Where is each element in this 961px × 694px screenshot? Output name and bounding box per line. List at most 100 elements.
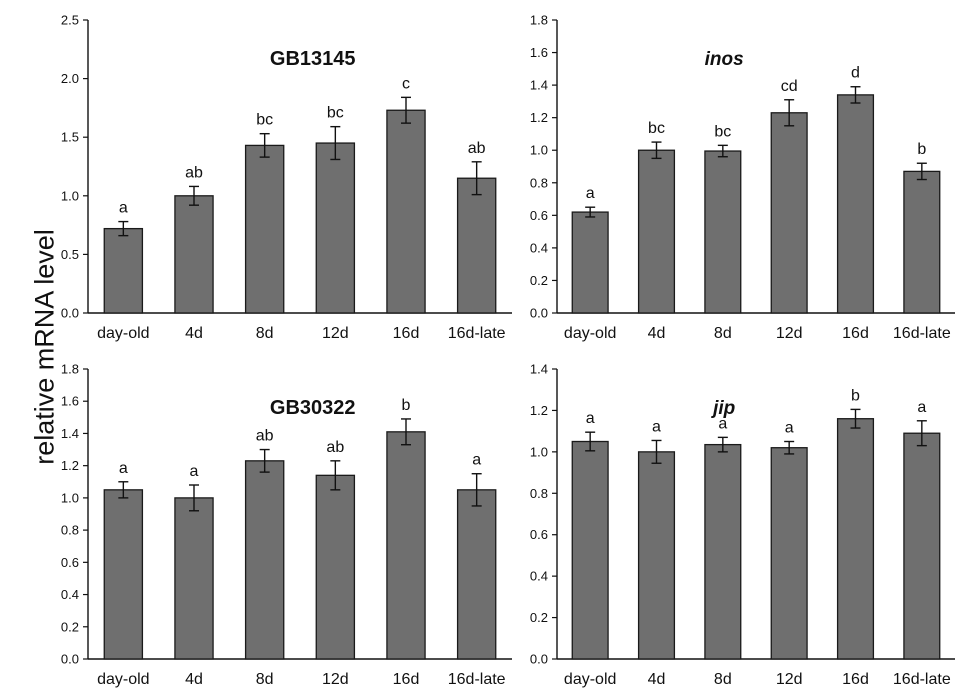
y-tick-label: 1.6	[530, 45, 548, 60]
significance-letter: a	[652, 418, 661, 435]
y-tick-label: 1.8	[530, 13, 548, 28]
x-tick-label: day-old	[564, 671, 616, 688]
bar-8d	[244, 144, 285, 314]
y-tick-label: 1.2	[530, 110, 548, 125]
y-tick-label: 0.0	[530, 306, 548, 321]
significance-letter: bc	[327, 105, 344, 122]
significance-letter: c	[402, 75, 410, 92]
x-tick-label: day-old	[564, 325, 616, 342]
bar-4d	[174, 497, 214, 660]
significance-letter: b	[851, 387, 860, 404]
x-tick-label: 16d	[842, 325, 869, 342]
y-tick-label: 0.0	[61, 306, 79, 321]
bar-16d	[836, 94, 875, 314]
x-tick-label: 8d	[256, 325, 274, 342]
significance-letter: a	[119, 460, 128, 477]
x-tick-label: 16d-late	[448, 325, 506, 342]
y-tick-label: 2.5	[61, 13, 79, 28]
y-tick-label: 0.0	[530, 652, 548, 667]
bar-day-old	[571, 211, 609, 314]
bar-day-old	[103, 489, 144, 660]
x-tick-label: 8d	[256, 671, 274, 688]
y-tick-label: 1.4	[61, 426, 79, 441]
bar-12d	[315, 142, 356, 314]
x-tick-label: 4d	[185, 671, 203, 688]
x-tick-label: 16d	[393, 325, 420, 342]
y-tick-label: 0.0	[61, 652, 79, 667]
x-tick-label: 16d-late	[893, 325, 951, 342]
significance-letter: a	[718, 415, 727, 432]
y-tick-label: 1.4	[530, 362, 548, 377]
x-tick-label: 8d	[714, 325, 732, 342]
bar-day-old	[103, 227, 144, 314]
bar-16d	[836, 418, 875, 660]
significance-letter: b	[917, 141, 926, 158]
significance-letter: a	[917, 399, 926, 416]
y-tick-label: 1.2	[61, 458, 79, 473]
x-tick-label: 16d-late	[893, 671, 951, 688]
bar-8d	[244, 460, 285, 660]
y-tick-label: 0.8	[530, 486, 548, 501]
chart-title: GB13145	[270, 48, 356, 70]
chart-panel-2: 0.00.20.40.60.81.01.21.41.61.8aday-oldbc…	[530, 13, 955, 342]
bar-4d	[174, 195, 214, 314]
significance-letter: cd	[781, 78, 798, 95]
x-tick-label: day-old	[97, 671, 149, 688]
significance-letter: a	[119, 200, 128, 217]
y-tick-label: 0.6	[530, 208, 548, 223]
chart-title: inos	[705, 49, 744, 70]
significance-letter: bc	[714, 123, 731, 140]
significance-letter: d	[851, 65, 860, 82]
x-tick-label: 12d	[776, 671, 803, 688]
y-tick-label: 1.4	[530, 78, 548, 93]
significance-letter: a	[190, 463, 199, 480]
y-tick-label: 0.6	[61, 555, 79, 570]
y-tick-label: 1.0	[530, 444, 548, 459]
y-tick-label: 0.4	[61, 587, 79, 602]
bar-12d	[770, 447, 808, 660]
x-tick-label: 12d	[776, 325, 803, 342]
bar-16d-late	[456, 489, 497, 660]
bar-16d-late	[903, 170, 941, 314]
significance-letter: bc	[256, 112, 273, 129]
bar-4d	[637, 451, 676, 660]
y-tick-label: 1.0	[530, 143, 548, 158]
x-tick-label: 16d	[842, 671, 869, 688]
bar-16d	[386, 109, 426, 314]
chart-title: GB30322	[270, 397, 356, 419]
significance-letter: a	[586, 410, 595, 427]
x-tick-label: 8d	[714, 671, 732, 688]
chart-title: jip	[710, 398, 735, 419]
y-tick-label: 2.0	[61, 71, 79, 86]
y-tick-label: 1.8	[61, 362, 79, 377]
x-tick-label: 4d	[648, 325, 666, 342]
x-tick-label: 16d	[393, 671, 420, 688]
x-tick-label: 16d-late	[448, 671, 506, 688]
chart-panel-3: 0.0 0.2 0.4 0.6 0.8 1.0 1.2 1.4 1.6 1.8 a day-old a 4…	[61, 362, 512, 688]
y-tick-label: 0.2	[61, 619, 79, 634]
y-tick-label: 0.4	[530, 240, 548, 255]
x-tick-label: day-old	[97, 325, 149, 342]
y-tick-label: 0.8	[61, 523, 79, 538]
x-tick-label: 4d	[185, 325, 203, 342]
chart-panel-1: 0.0 0.5 1.0 1.5 2.0 2.5 a day-old ab 4d bc 8d bc 12d c…	[61, 13, 512, 342]
significance-letter: ab	[468, 140, 486, 157]
x-tick-label: 12d	[322, 325, 349, 342]
significance-letter: a	[785, 420, 794, 437]
y-tick-label: 1.6	[61, 394, 79, 409]
x-tick-label: 12d	[322, 671, 349, 688]
significance-letter: a	[472, 452, 481, 469]
y-tick-label: 0.6	[530, 527, 548, 542]
bar-16d-late	[903, 432, 941, 660]
x-tick-label: 4d	[648, 671, 666, 688]
significance-letter: ab	[256, 428, 274, 445]
chart-panel-4: 0.0 0.2 0.4 0.6 0.8 1.0 1.2 1.4 a day-old a 4d a 8d a 1…	[530, 362, 955, 688]
significance-letter: a	[586, 185, 595, 202]
bar-12d	[770, 112, 808, 314]
y-tick-label: 1.0	[61, 188, 79, 203]
bar-8d	[704, 443, 742, 660]
significance-letter: b	[402, 397, 411, 414]
significance-letter: bc	[648, 120, 665, 137]
significance-letter: ab	[185, 164, 203, 181]
